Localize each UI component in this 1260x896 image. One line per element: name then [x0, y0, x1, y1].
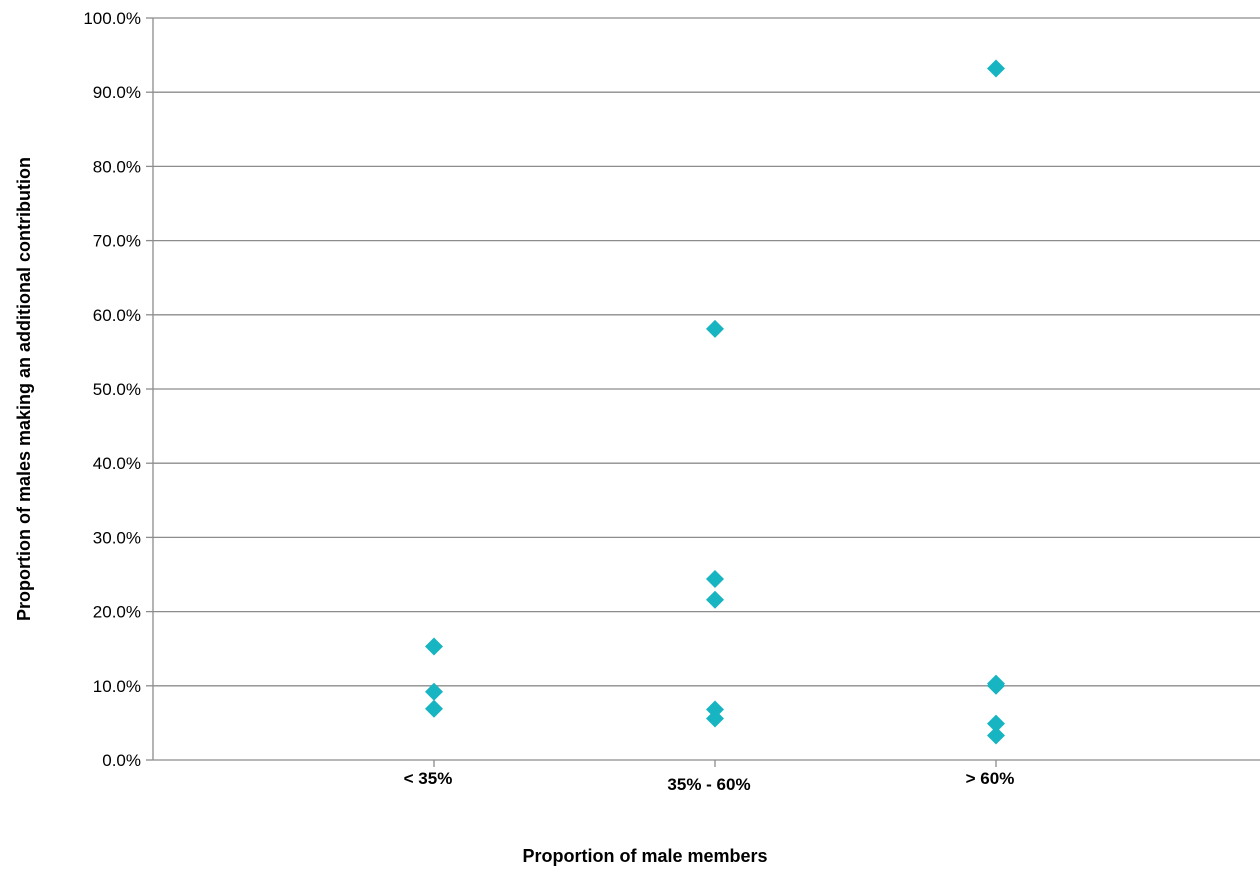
x-category-labels: < 35% 35% - 60% > 60% — [404, 769, 1015, 794]
y-tick-label: 0.0% — [102, 751, 141, 770]
x-category-label: < 35% — [404, 769, 453, 788]
axes — [146, 17, 1260, 767]
y-tick-label: 10.0% — [93, 677, 141, 696]
data-point — [987, 714, 1005, 733]
data-point — [987, 676, 1005, 695]
data-point — [706, 709, 724, 728]
data-point — [987, 59, 1005, 78]
x-category-label: 35% - 60% — [667, 775, 750, 794]
data-point — [706, 569, 724, 588]
data-points — [425, 59, 1005, 745]
y-tick-label: 90.0% — [93, 83, 141, 102]
x-axis-title: Proportion of male members — [522, 846, 767, 866]
y-tick-label: 70.0% — [93, 232, 141, 251]
y-tick-label: 100.0% — [83, 9, 141, 28]
y-tick-label: 20.0% — [93, 603, 141, 622]
data-point — [987, 726, 1005, 745]
y-axis-title: Proportion of males making an additional… — [14, 157, 34, 621]
y-tick-label: 30.0% — [93, 528, 141, 547]
y-tick-label: 60.0% — [93, 306, 141, 325]
data-point — [706, 319, 724, 338]
x-category-label: > 60% — [966, 769, 1015, 788]
y-tick-label: 80.0% — [93, 157, 141, 176]
data-point — [706, 590, 724, 609]
data-point — [425, 682, 443, 701]
data-point — [425, 637, 443, 656]
data-point — [425, 699, 443, 718]
y-tick-labels: 0.0% 10.0% 20.0% 30.0% 40.0% 50.0% 60.0% 70.0% 8… — [83, 9, 141, 770]
gridlines — [153, 17, 1260, 687]
y-tick-label: 40.0% — [93, 454, 141, 473]
y-tick-label: 50.0% — [93, 380, 141, 399]
